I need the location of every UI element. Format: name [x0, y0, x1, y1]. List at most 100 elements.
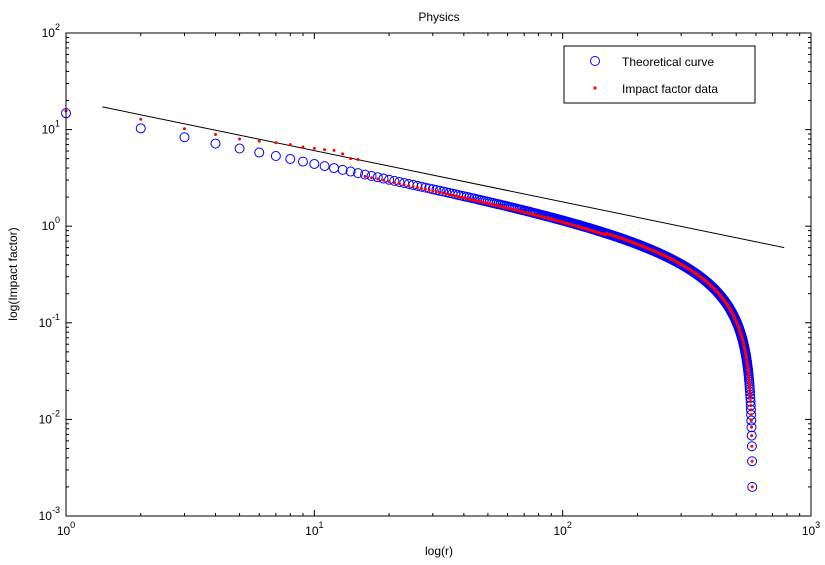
axis-ticks: 100 101 102 103 10-3 10-2 10-1 100 101 102 [39, 22, 821, 538]
impact-data-point [397, 182, 401, 186]
impact-data-point [341, 152, 345, 156]
impact-data-point [438, 190, 442, 194]
impact-data-point [749, 408, 753, 412]
impact-data-point [475, 199, 479, 203]
y-tick-label: 100 [42, 215, 60, 233]
theoretical-point [285, 153, 296, 164]
impact-data-point [434, 190, 438, 194]
theoretical-point [254, 147, 265, 158]
impact-data-point [431, 189, 435, 193]
impact-data-point [257, 139, 261, 143]
theoretical-point [746, 441, 757, 452]
legend: Theoretical curve Impact factor data [563, 45, 756, 104]
theoretical-point [746, 430, 757, 441]
impact-data-point [748, 387, 752, 391]
legend-label-theoretical: Theoretical curve [622, 55, 714, 69]
impact-data-point [370, 176, 374, 180]
plot-frame [65, 32, 812, 517]
theoretical-point [747, 481, 758, 492]
theoretical-point [345, 166, 356, 177]
x-tick-label: 103 [802, 520, 820, 538]
impact-data-point [323, 148, 327, 152]
theoretical-point [372, 172, 383, 183]
theoretical-point [360, 169, 371, 180]
theoretical-point [747, 456, 758, 467]
fit-line [102, 106, 785, 249]
impact-data-point [467, 197, 471, 201]
impact-data-point [423, 187, 427, 191]
impact-data-point [470, 198, 474, 202]
legend-marker-theoretical [590, 56, 600, 66]
impact-data-point [749, 400, 753, 404]
impact-data-point [415, 186, 419, 190]
impact-data-point [750, 425, 754, 429]
impact-data-point [238, 137, 242, 141]
impact-data-point [363, 174, 367, 178]
chart-title: Physics [418, 10, 459, 24]
y-tick-label: 10-2 [39, 408, 60, 426]
impact-data-point [407, 184, 411, 188]
impact-data-point [444, 192, 448, 196]
x-tick-label: 101 [305, 520, 323, 538]
impact-data-point [749, 403, 753, 407]
theoretical-point [319, 161, 330, 172]
impact-data-point [748, 390, 752, 394]
impact-data-point [456, 195, 460, 199]
y-tick-label: 101 [42, 119, 60, 137]
theoretical-point [353, 168, 364, 179]
impact-data-point [750, 459, 754, 463]
impact-data-point [349, 157, 353, 161]
theoretical-point [337, 164, 348, 175]
theoretical-point [270, 150, 281, 161]
impact-data-point [750, 444, 754, 448]
impact-data-point [312, 146, 316, 150]
impact-data-point [748, 396, 752, 400]
impact-data-point [747, 378, 751, 382]
impact-data-point [453, 194, 457, 198]
plot-marks [61, 106, 785, 492]
impact-data-point [747, 382, 751, 386]
impact-data-point [288, 143, 292, 147]
y-tick-label: 10-1 [39, 312, 60, 330]
x-tick-label: 100 [57, 520, 75, 538]
impact-data-point [214, 132, 218, 136]
impact-data-point [419, 186, 423, 190]
theoretical-point [366, 170, 377, 181]
impact-data-point [139, 117, 143, 121]
theoretical-point [210, 138, 221, 149]
impact-data-point [750, 485, 754, 489]
x-axis-label: log(r) [425, 544, 453, 558]
y-axis-label: log(Impact factor) [6, 227, 20, 320]
y-tick-label: 10-3 [39, 505, 60, 523]
impact-data-point [356, 158, 360, 162]
impact-data-point [447, 193, 451, 197]
impact-data-point [749, 419, 753, 423]
impact-data-point [382, 178, 386, 182]
y-tick-label: 102 [42, 22, 60, 40]
theoretical-point [234, 143, 245, 154]
impact-data-point [392, 181, 396, 185]
theoretical-point [309, 158, 320, 169]
impact-data-point [427, 188, 431, 192]
impact-data-point [472, 198, 476, 202]
impact-data-point [748, 384, 752, 388]
theoretical-point [297, 156, 308, 167]
impact-data-point [332, 148, 336, 152]
impact-data-point [747, 380, 751, 384]
legend-marker-impact [593, 86, 597, 90]
impact-data-point [462, 196, 466, 200]
impact-data-point [479, 200, 483, 204]
impact-data-point [301, 145, 305, 149]
impact-data-point [182, 127, 186, 131]
impact-data-point [750, 434, 754, 438]
x-tick-label: 102 [553, 520, 571, 538]
impact-data-point [274, 141, 278, 145]
legend-box [563, 45, 756, 104]
impact-data-point [387, 179, 391, 183]
impact-data-point [748, 393, 752, 397]
legend-label-impact: Impact factor data [622, 82, 718, 96]
impact-data-point [459, 195, 463, 199]
impact-data-point [465, 197, 469, 201]
theoretical-point [179, 132, 190, 143]
